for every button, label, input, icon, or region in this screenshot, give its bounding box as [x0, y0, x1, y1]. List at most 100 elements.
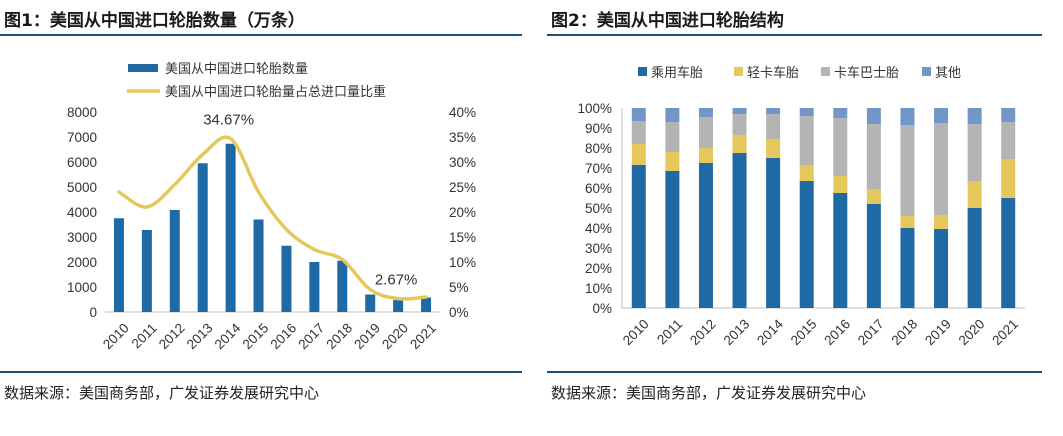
bar-segment-2012-1 — [698, 148, 713, 163]
x-tick-label: 2020 — [956, 316, 988, 348]
chart-panel-tire-imports: 图1：美国从中国进口轮胎数量（万条） 0 1000 2000 3000 4000 5000… — [0, 0, 525, 436]
bar-2014 — [225, 143, 236, 312]
x-tick-label: 2016 — [821, 316, 853, 348]
bar-segment-2017-2 — [866, 124, 881, 189]
x-tick-label: 2019 — [351, 320, 383, 352]
bar-segment-2017-0 — [866, 204, 881, 308]
bar-segment-2013-0 — [732, 153, 747, 308]
bar-2021 — [421, 297, 432, 312]
y-left-tick-label: 7000 — [67, 130, 97, 145]
x-tick-label: 2017 — [295, 320, 327, 352]
bar-segment-2015-0 — [799, 181, 814, 308]
x-tick-label: 2013 — [184, 320, 216, 352]
x-tick-label: 2012 — [156, 320, 188, 352]
legend-label-1: 轻卡车胎 — [747, 65, 799, 81]
source-rule — [547, 371, 1042, 373]
legend-swatch-2 — [821, 67, 830, 76]
x-tick-label: 2010 — [620, 316, 652, 348]
y-right-tick-label: 10% — [449, 255, 476, 270]
data-label-2020: 2.67% — [375, 272, 418, 289]
bar-2013 — [197, 163, 208, 312]
bar-segment-2012-2 — [698, 117, 713, 148]
y-tick-label: 60% — [585, 181, 612, 196]
legend-label-bar: 美国从中国进口轮胎数量 — [165, 62, 308, 77]
chart-panel-tire-structure: 图2：美国从中国进口轮胎结构 0% 10% 20% 30% 40% 50% 60% 70% 80… — [547, 0, 1063, 436]
bar-segment-2020-1 — [967, 181, 982, 208]
y-left-tick-label: 2000 — [67, 255, 97, 270]
x-tick-label: 2014 — [212, 320, 244, 352]
data-label-2014: 34.67% — [203, 112, 254, 129]
bar-segment-2010-1 — [631, 144, 646, 165]
tire-structure-chart: 0%10%20%30%40%50%60%70%80%90%100%2010 201… — [577, 65, 1025, 348]
bar-segment-2016-1 — [833, 176, 848, 193]
x-tick-label: 2020 — [379, 320, 411, 352]
bar-segment-2010-3 — [631, 108, 646, 121]
legend-swatch-0 — [638, 67, 647, 76]
bar-2016 — [281, 245, 292, 312]
bar-segment-2010-2 — [631, 121, 646, 144]
x-tick-label: 2015 — [788, 316, 820, 348]
bar-segment-2016-2 — [833, 118, 848, 176]
y-tick-label: 90% — [585, 121, 612, 136]
chart-2-source: 数据来源：美国商务部，广发证券发展研究中心 — [551, 384, 867, 402]
legend-label-3: 其他 — [935, 66, 961, 81]
x-tick-label: 2016 — [268, 320, 300, 352]
bar-segment-2014-2 — [766, 114, 781, 139]
y-tick-label: 50% — [585, 201, 612, 216]
y-left-tick-label: 5000 — [67, 180, 97, 195]
x-tick-label: 2018 — [889, 316, 921, 348]
bar-2012 — [169, 210, 180, 312]
bar-2020 — [393, 300, 404, 312]
bar-segment-2016-0 — [833, 193, 848, 308]
bar-2017 — [309, 262, 320, 312]
bar-2010 — [113, 218, 124, 312]
bar-segment-2021-1 — [1001, 159, 1016, 198]
y-right-tick-label: 35% — [449, 130, 476, 145]
bar-segment-2016-3 — [833, 108, 848, 118]
bar-segment-2019-1 — [934, 215, 949, 229]
x-tick-label: 2021 — [407, 320, 439, 352]
bar-segment-2014-3 — [766, 108, 781, 114]
y-tick-label: 20% — [585, 261, 612, 276]
y-right-tick-label: 5% — [449, 280, 469, 295]
share-line — [117, 135, 428, 301]
legend-label-0: 乘用车胎 — [651, 65, 703, 81]
bar-segment-2017-1 — [866, 189, 881, 204]
bar-segment-2021-0 — [1001, 198, 1016, 308]
bar-segment-2013-2 — [732, 114, 747, 135]
bar-segment-2014-1 — [766, 139, 781, 158]
y-right-tick-label: 30% — [449, 155, 476, 170]
bar-segment-2015-2 — [799, 116, 814, 165]
y-tick-label: 0% — [592, 301, 612, 316]
chart-1-source: 数据来源：美国商务部，广发证券发展研究中心 — [4, 384, 320, 402]
bar-segment-2021-2 — [1001, 122, 1016, 159]
x-tick-label: 2017 — [855, 316, 887, 348]
legend-swatch-1 — [734, 67, 743, 76]
bar-segment-2018-1 — [900, 216, 915, 228]
bar-segment-2010-0 — [631, 165, 646, 308]
y-right-tick-label: 15% — [449, 230, 476, 245]
y-tick-label: 40% — [585, 221, 612, 236]
y-left-tick-label: 0 — [89, 305, 97, 320]
bar-segment-2020-2 — [967, 124, 982, 181]
y-right-tick-label: 20% — [449, 205, 476, 220]
y-left-tick-label: 6000 — [67, 155, 97, 170]
tire-imports-chart: 0 1000 2000 3000 4000 5000 6000 7000 8000 0% 5% 10%… — [67, 62, 476, 352]
x-tick-label: 2019 — [922, 316, 954, 348]
bar-segment-2014-0 — [766, 158, 781, 308]
y-tick-label: 80% — [585, 141, 612, 156]
bar-segment-2013-3 — [732, 108, 747, 114]
x-tick-label: 2011 — [654, 316, 685, 347]
bar-segment-2012-3 — [698, 108, 713, 117]
x-tick-label: 2015 — [240, 320, 272, 352]
y-right-tick-label: 0% — [449, 305, 469, 320]
y-left-tick-label: 3000 — [67, 230, 97, 245]
bar-2019 — [365, 294, 376, 312]
x-tick-label: 2014 — [754, 316, 786, 348]
bar-segment-2018-0 — [900, 228, 915, 308]
bar-segment-2011-3 — [665, 108, 680, 122]
chart-2-title: 图2：美国从中国进口轮胎结构 — [551, 11, 784, 31]
bar-segment-2017-3 — [866, 108, 881, 124]
y-left-tick-label: 4000 — [67, 205, 97, 220]
bar-2018 — [337, 260, 348, 312]
